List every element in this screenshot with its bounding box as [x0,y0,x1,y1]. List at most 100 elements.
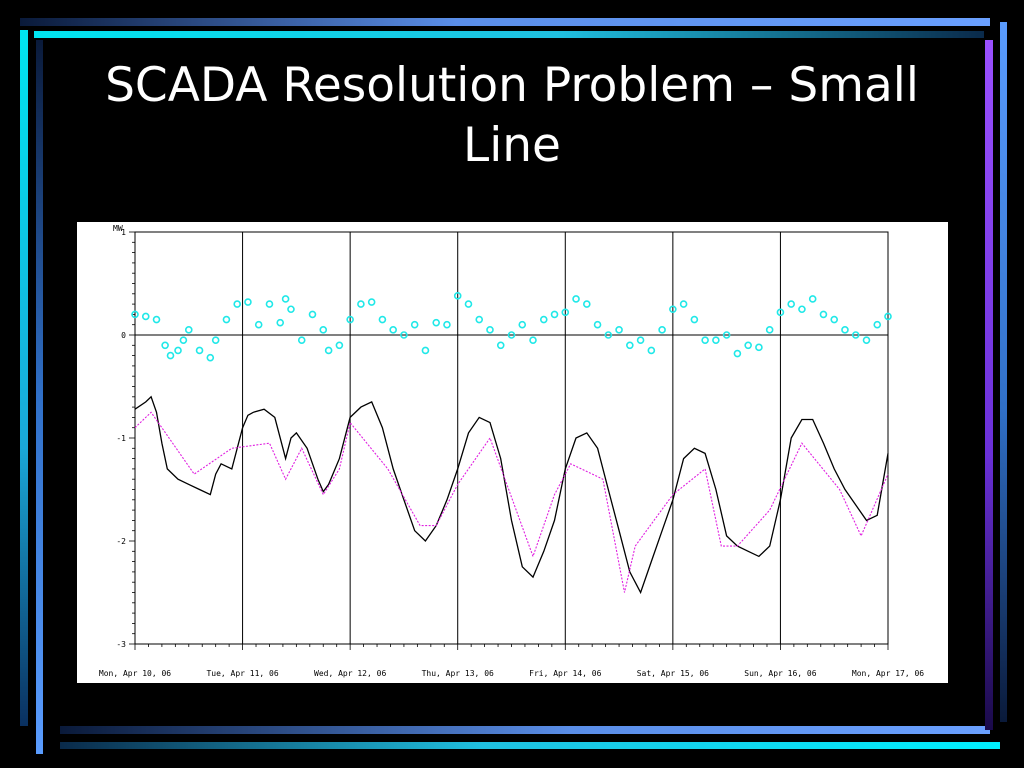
chart-panel: 1 0 -1 -2 -3 MW Mon, Apr 10, 06 Tue, Apr 11, 06… [77,222,948,683]
decorative-bar-top [20,18,990,26]
scatter-point [346,315,354,324]
scatter-point [755,343,763,352]
scatter-point [486,326,494,334]
scatter-point [297,336,306,344]
scatter-point [658,326,666,334]
scatter-point [308,310,317,319]
decorative-bar-right-blue [1000,22,1007,722]
x-tick-label: Thu, Apr 13, 06 [422,669,494,678]
y-tick-label: 1 [121,228,126,237]
scatter-point [572,295,580,303]
decorative-bar-top-cyan [34,31,984,38]
y-axis-label: MW [113,224,123,233]
scatter-point [798,305,806,314]
scatter-point [496,341,505,350]
x-tick-label: Mon, Apr 10, 06 [99,669,171,678]
scatter-point [830,315,839,324]
scatter-point [507,331,516,339]
scatter-point [141,312,150,321]
scatter-point [539,315,548,324]
scatter-point [222,315,231,324]
scatter-point [233,300,241,308]
scatter-point [179,336,188,344]
scatter-point [765,326,774,334]
scatter-point [669,305,677,314]
scatter-point [324,346,333,355]
plot-frame [134,231,889,645]
y-tick-label: -2 [116,537,126,546]
scatter-point [841,326,849,334]
scatter-point [166,351,175,360]
scatter-point [432,318,441,327]
y-tick-label: -1 [116,434,126,443]
decorative-bar-bottom [60,726,990,734]
scatter-point [819,310,828,319]
scatter-point [712,336,720,344]
y-tick-label: -3 [116,640,126,649]
scatter-point [357,300,365,308]
scatter-point [335,341,344,350]
scatter-point [254,320,263,329]
scatter-point [679,300,688,308]
decorative-bar-bottom-cyan [60,742,1000,749]
scatter-point [604,331,613,339]
scatter-point [195,346,204,355]
decorative-bar-left-blue [36,40,43,754]
scatter-point [636,336,645,344]
scatter-point [733,349,742,358]
scatter-point [787,300,795,308]
scatter-point [443,320,451,329]
scatter-point [626,341,634,350]
slide-title: SCADA Resolution Problem – Small Line [105,58,919,173]
scatter-point [776,308,785,317]
scatter-point [615,326,623,334]
scatter-point [518,320,527,329]
scatter-point [378,315,387,324]
x-tick-label: Tue, Apr 11, 06 [206,669,278,678]
scatter-point [161,341,169,350]
scatter-point [464,300,473,308]
scatter-point [206,353,215,362]
x-tick-label: Mon, Apr 17, 06 [852,669,924,678]
scatter-point [884,312,892,321]
scatter-point [808,295,817,303]
scatter-point [873,320,882,329]
scatter-point [550,310,559,319]
scatter-point [561,308,570,317]
scatter-point [287,305,295,314]
scatter-point [276,318,285,327]
scatter-point [851,331,860,339]
y-tick-label: 0 [121,331,126,340]
scatter-point [184,326,193,334]
scatter-point [367,298,376,306]
scatter-point [593,320,602,329]
scatter-point [281,295,290,303]
scatter-point [453,292,462,300]
scatter-point [265,300,274,308]
series-line-dotted [134,411,889,593]
scatter-point [211,336,220,344]
scatter-point [701,336,709,344]
scatter-point [744,341,752,350]
scatter-point [421,346,430,355]
scatter-point [131,310,139,319]
x-tick-label: Sat, Apr 15, 06 [637,669,709,678]
scatter-point [862,336,871,344]
scatter-point [529,336,537,344]
scatter-point [690,315,699,324]
scatter-point [410,320,419,329]
x-tick-label: Wed, Apr 12, 06 [314,669,386,678]
x-tick-label: Sun, Apr 16, 06 [744,669,816,678]
scatter-point [389,326,397,334]
series-line-scada [134,395,889,595]
scatter-point [400,331,408,339]
decorative-bar-left-cyan [20,30,28,726]
scatter-point [475,315,484,324]
scatter-point [722,331,731,339]
scatter-point [582,300,591,308]
scatter-point [244,298,252,306]
scatter-point [152,315,161,324]
scatter-point [174,346,182,355]
scatter-point [647,346,656,355]
chart-svg: 1 0 -1 -2 -3 MW Mon, Apr 10, 06 Tue, Apr 11, 06… [99,224,924,678]
